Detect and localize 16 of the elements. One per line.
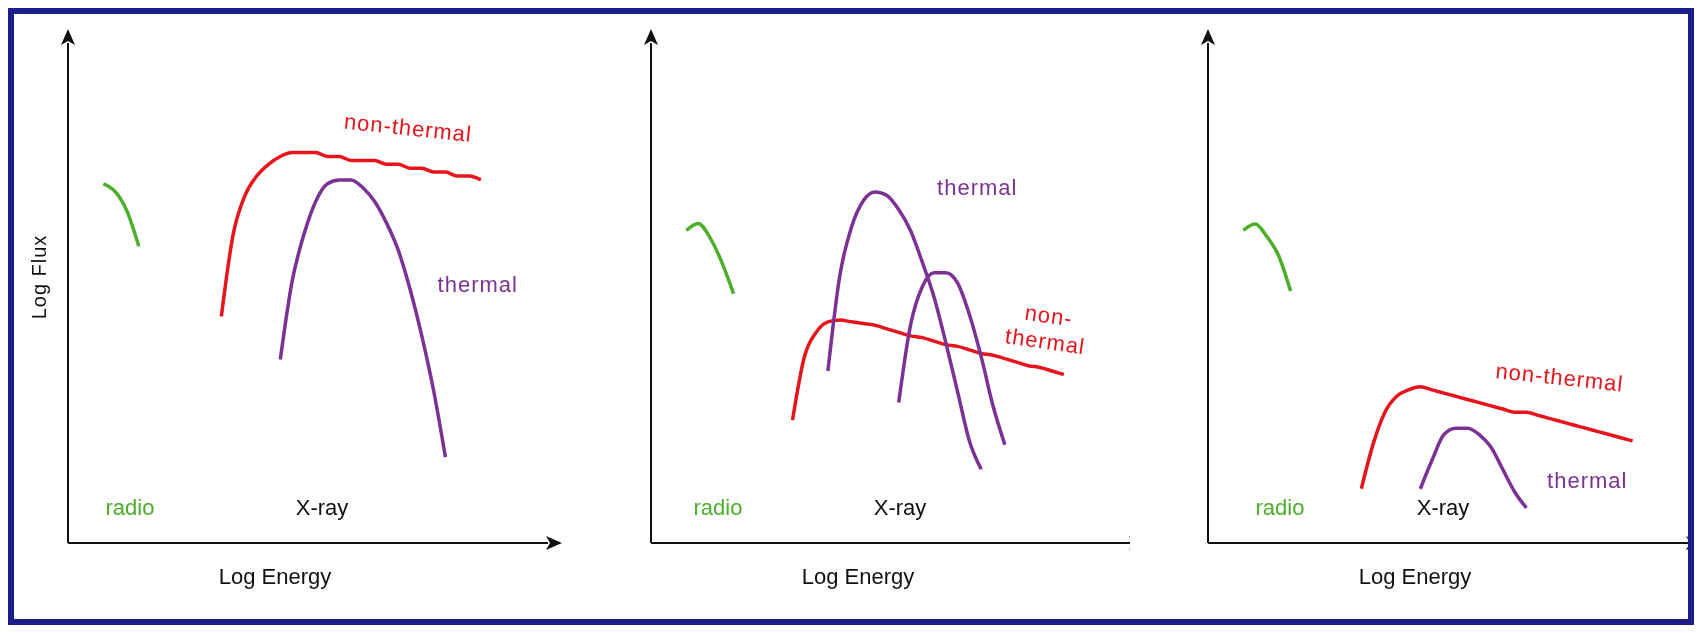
text: radio (1255, 495, 1305, 520)
annotation: X-ray (1416, 495, 1470, 520)
series-label: thermal (1547, 467, 1628, 493)
text: radio (105, 495, 155, 520)
text: non-thermal (1003, 299, 1087, 360)
annotation: X-ray (873, 495, 927, 520)
text: non-thermal (1494, 358, 1625, 397)
x-axis-title: Log Energy (801, 564, 915, 589)
series-label: thermal (437, 272, 518, 298)
annotation: X-ray (295, 495, 349, 520)
series-label: thermal (937, 174, 1018, 200)
text: radio (693, 495, 743, 520)
y-axis-title: Log Flux (28, 234, 50, 320)
x-axis-title: Log Energy (1358, 564, 1472, 589)
x-axis-title: Log Energy (218, 564, 332, 589)
text: non-thermal (342, 108, 474, 147)
